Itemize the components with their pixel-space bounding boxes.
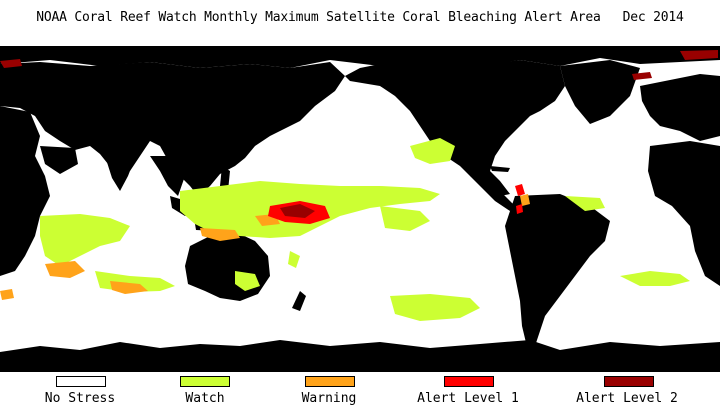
land-south-america bbox=[505, 194, 610, 351]
land-central-america bbox=[470, 166, 515, 211]
land-antarctica bbox=[0, 340, 720, 372]
legend-swatch-alert-1 bbox=[444, 376, 494, 387]
legend-swatch-alert-2 bbox=[604, 376, 654, 387]
land-eurasia bbox=[0, 62, 345, 196]
legend-swatch-no-stress bbox=[56, 376, 106, 387]
land-north-america bbox=[345, 60, 565, 196]
legend-label-alert-2: Alert Level 2 bbox=[576, 391, 678, 406]
land-japan bbox=[228, 106, 250, 141]
land-africa-west bbox=[648, 141, 720, 286]
watch-areas bbox=[40, 138, 690, 321]
map-title: NOAA Coral Reef Watch Monthly Maximum Sa… bbox=[0, 10, 720, 25]
land-india bbox=[105, 156, 135, 191]
map-date: Dec 2014 bbox=[622, 10, 684, 25]
legend-label-warning: Warning bbox=[301, 391, 357, 406]
legend-label-watch: Watch bbox=[185, 391, 225, 406]
map-title-text: NOAA Coral Reef Watch Monthly Maximum Sa… bbox=[36, 10, 601, 25]
map-legend: No Stress Watch Warning Alert Level 1 Al… bbox=[0, 376, 720, 411]
land-philippines bbox=[220, 166, 230, 191]
legend-label-alert-1: Alert Level 1 bbox=[417, 391, 519, 406]
legend-swatch-watch bbox=[180, 376, 230, 387]
world-map bbox=[0, 46, 720, 372]
alert-level-2-areas bbox=[0, 50, 718, 218]
land-arctic bbox=[0, 46, 720, 68]
land-arabia bbox=[40, 146, 78, 174]
legend-label-no-stress: No Stress bbox=[44, 391, 116, 406]
land-europe bbox=[640, 74, 720, 141]
land-africa bbox=[0, 106, 50, 276]
legend-swatch-warning bbox=[305, 376, 355, 387]
land-greenland bbox=[560, 60, 640, 124]
land-se-asia bbox=[150, 156, 185, 196]
land-new-zealand bbox=[292, 291, 306, 311]
